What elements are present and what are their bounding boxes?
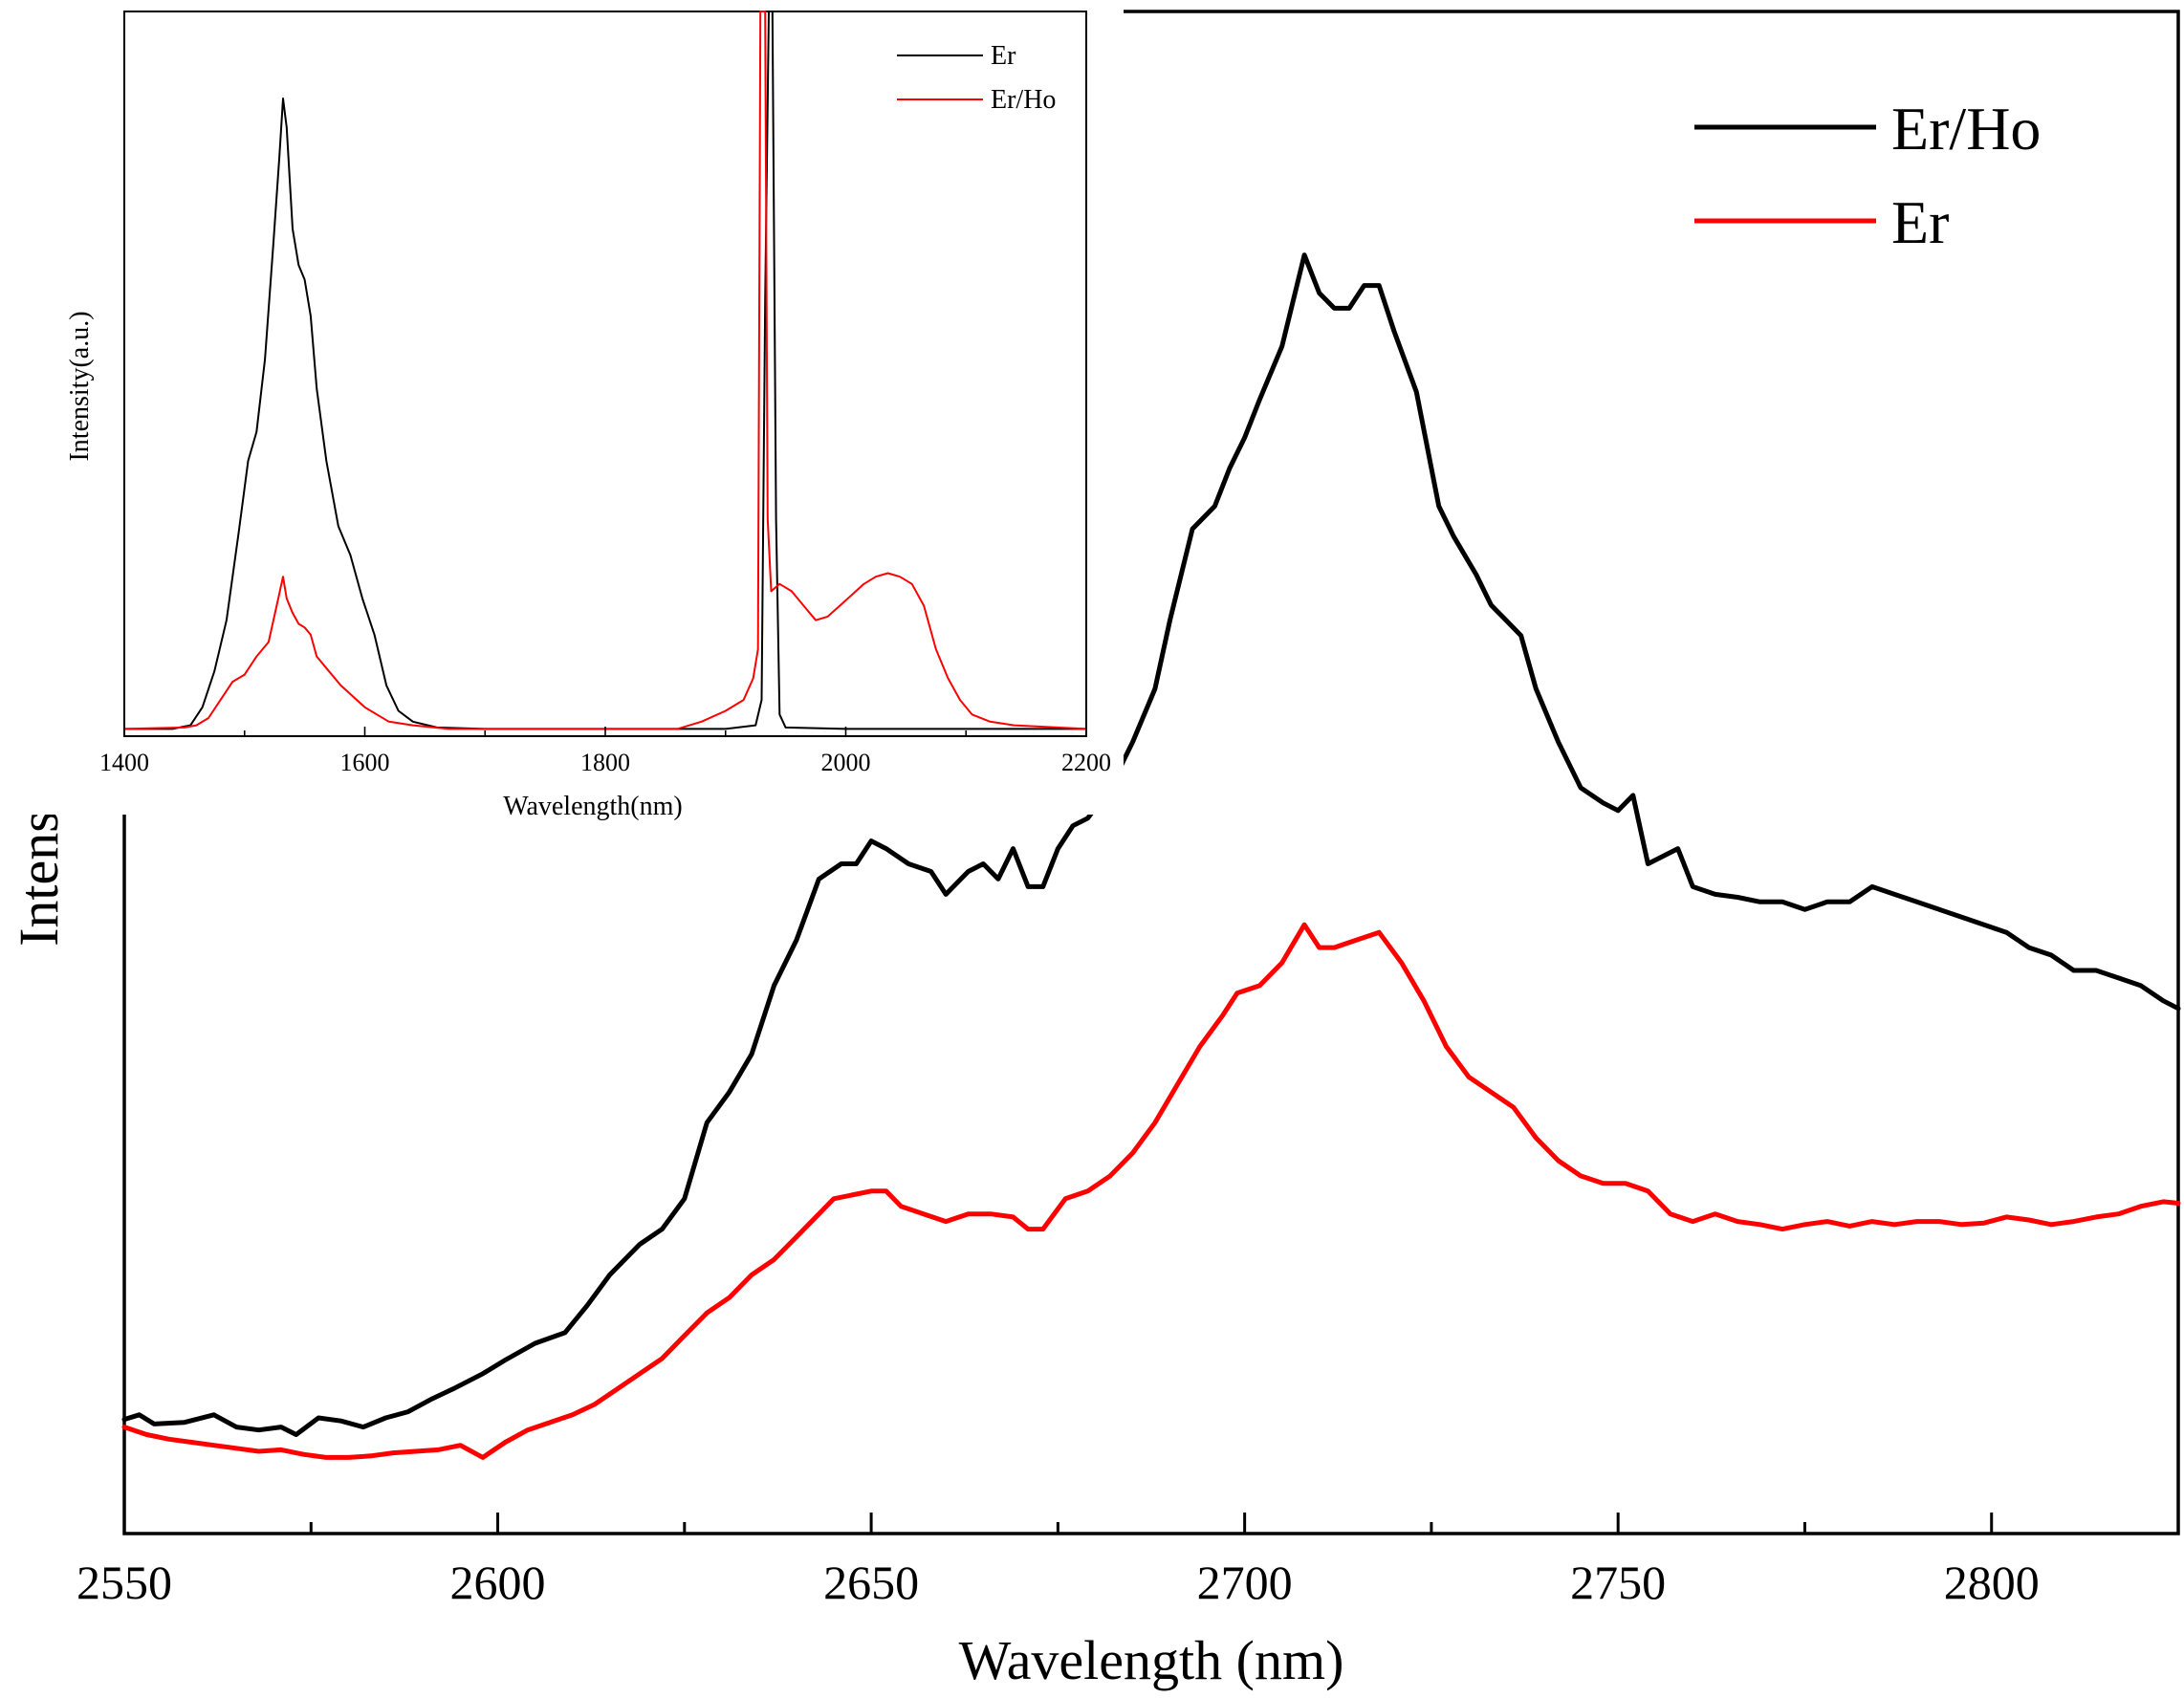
- main-legend-label-er: Er: [1891, 188, 1949, 256]
- main-x-tick-label: 2550: [76, 1556, 172, 1609]
- main-x-tick-label: 2750: [1570, 1556, 1666, 1609]
- inset-x-tick-label: 1600: [340, 749, 390, 776]
- inset-legend-label-erho: Er/Ho: [991, 85, 1056, 115]
- inset-legend-label-er: Er: [991, 41, 1016, 71]
- main-x-axis-title: Wavelength (nm): [959, 1629, 1344, 1691]
- main-series-er-ho: [121, 252, 2181, 1437]
- inset-x-tick-label: 1400: [99, 749, 149, 776]
- inset-plot: 1400 1600 1800 2000 2200 Wavelength(nm) Inte…: [0, 0, 1124, 821]
- inset-series-er: [124, 11, 1086, 730]
- inset-plot-frame: [123, 11, 1087, 737]
- main-series-er: [121, 922, 2181, 1460]
- inset-series-er-ho: [123, 11, 1087, 730]
- main-x-tick-label: 2650: [823, 1556, 919, 1609]
- main-legend: Er/Ho Er: [1694, 95, 2041, 256]
- inset-x-axis-title: Wavelength(nm): [503, 792, 682, 821]
- inset-x-tick-label: 2200: [1061, 749, 1111, 776]
- main-x-tick-label: 2700: [1197, 1556, 1293, 1609]
- main-x-tick-label: 2800: [1944, 1556, 2040, 1609]
- inset-x-ticks: 1400 1600 1800 2000 2200: [99, 727, 1111, 776]
- inset-series-group: [123, 11, 1087, 730]
- inset-legend: Er Er/Ho: [897, 41, 1056, 115]
- main-legend-label-erho: Er/Ho: [1891, 95, 2041, 163]
- inset-y-axis-title: Intensity(a.u.): [65, 311, 95, 461]
- inset-x-tick-label: 1800: [580, 749, 630, 776]
- main-series-group: [121, 252, 2181, 1460]
- inset-x-tick-label: 2000: [821, 749, 871, 776]
- main-x-tick-label: 2600: [450, 1556, 546, 1609]
- main-x-ticks: 2550 2600 2650 2700 2750 2800: [76, 1513, 2180, 1609]
